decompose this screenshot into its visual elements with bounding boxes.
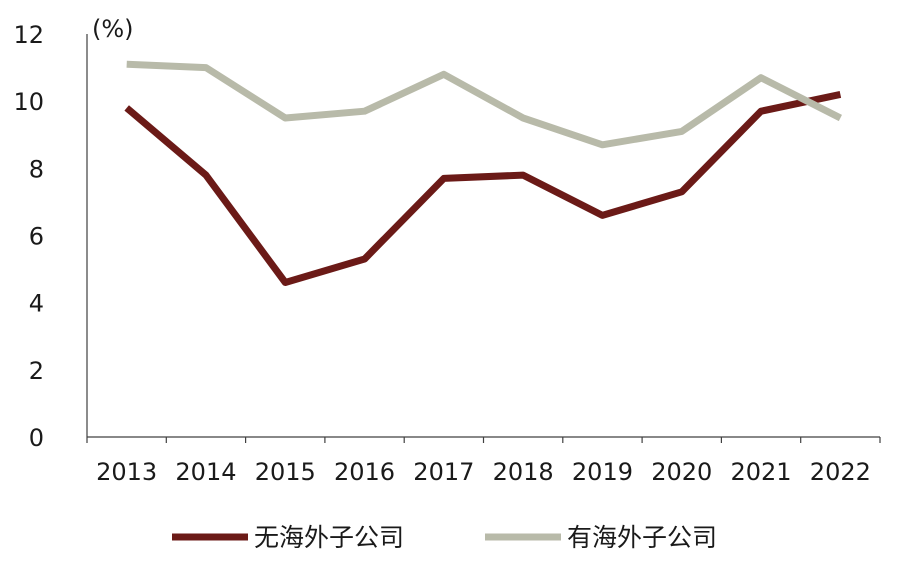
x-tick-labels: 2013 2014 2015 2016 2017 2018 2019 2020 2021 2022 [96,458,871,486]
y-tick-label: 10 [13,88,44,116]
legend-label-1: 无海外子公司 [254,523,404,552]
y-tick-labels: 0 2 4 6 8 10 12 [13,21,44,452]
x-tick-label: 2022 [810,458,871,486]
x-tick-marks [86,437,881,443]
x-tick-label: 2021 [731,458,792,486]
y-tick-label: 12 [13,21,44,49]
x-axis: 2013 2014 2015 2016 2017 2018 2019 2020 2021 2022 [86,436,881,486]
x-tick-label: 2015 [255,458,316,486]
series-line-1 [124,90,842,286]
legend: 无海外子公司 有海外子公司 [172,523,717,552]
legend-label-2: 有海外子公司 [567,523,717,552]
y-axis-unit-label: (%) [92,15,134,43]
y-tick-label: 4 [29,290,44,318]
x-tick-label: 2016 [334,458,395,486]
x-tick-label: 2019 [572,458,633,486]
y-tick-label: 6 [29,223,44,251]
series-line-2 [126,60,842,149]
x-tick-label: 2017 [413,458,474,486]
series-lines [124,60,842,286]
y-tick-label: 0 [29,424,44,452]
x-tick-label: 2018 [493,458,554,486]
y-tick-label: 2 [29,357,44,385]
x-tick-label: 2014 [175,458,236,486]
x-tick-label: 2013 [96,458,157,486]
x-tick-label: 2020 [651,458,712,486]
y-tick-label: 8 [29,155,44,183]
y-axis: 0 2 4 6 8 10 12 (%) [13,15,133,452]
